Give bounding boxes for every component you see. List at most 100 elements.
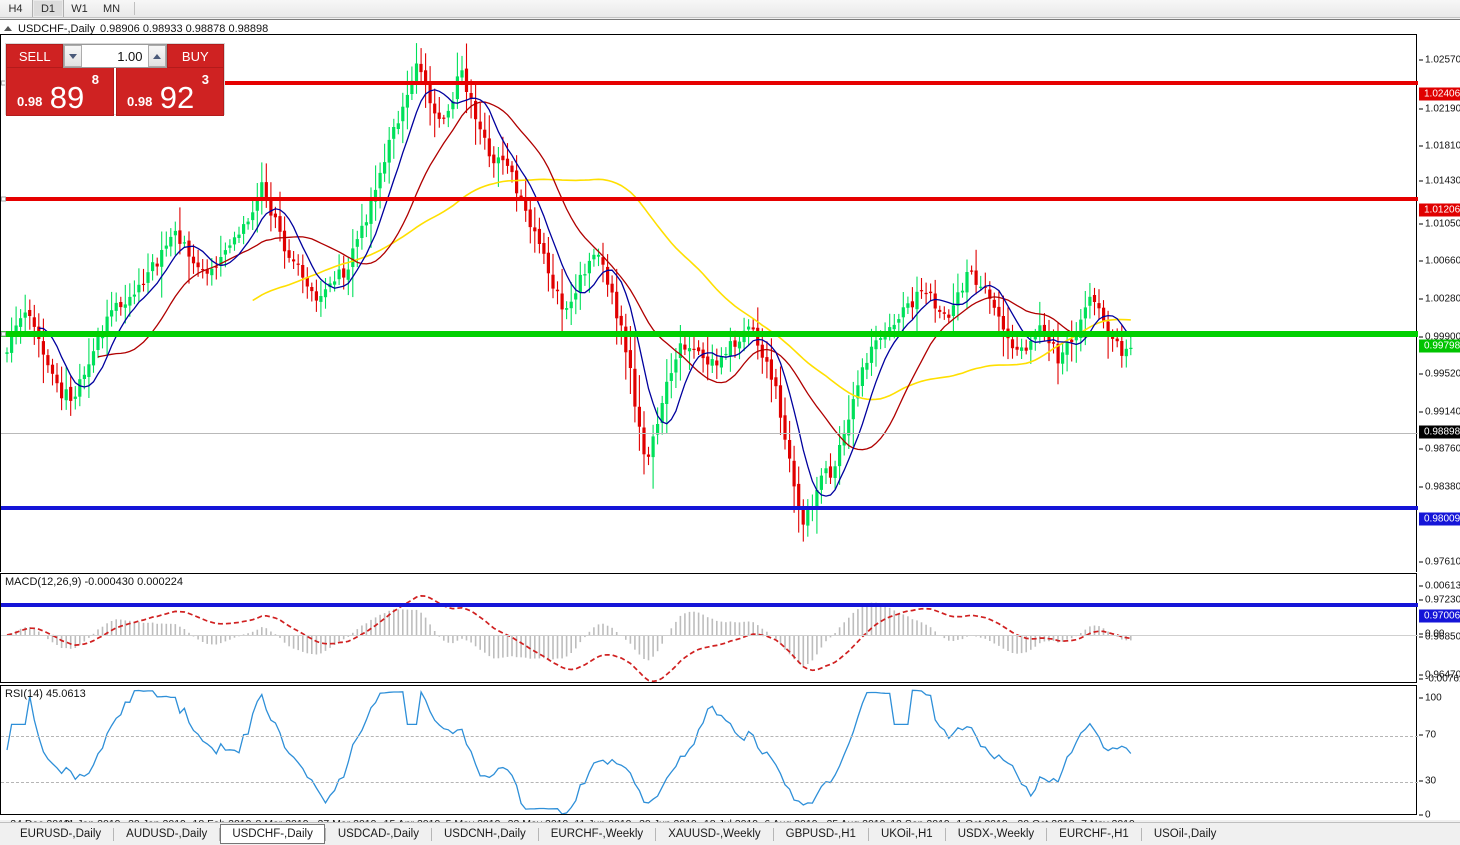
- bid-price-box[interactable]: 0.98 89 8: [6, 68, 114, 116]
- rsi-level-70: [1, 736, 1418, 737]
- scale-tick-label: 0.97610: [1425, 556, 1460, 568]
- volume-stepper[interactable]: 1.00: [63, 44, 167, 68]
- volume-increase-button[interactable]: [147, 45, 166, 67]
- symbol-tab-usdx[interactable]: USDX-,Weekly: [957, 828, 1035, 840]
- ask-price-prefix: 0.98: [127, 94, 153, 109]
- level-handle[interactable]: [1, 196, 6, 202]
- timeframe-h4[interactable]: H4: [8, 2, 23, 15]
- rsi-plot: [6, 689, 1132, 814]
- symbol-tab-usoil[interactable]: USOil-,Daily: [1153, 828, 1217, 840]
- tab-divider: [537, 827, 539, 841]
- volume-input[interactable]: 1.00: [82, 45, 148, 67]
- tab-divider: [655, 827, 657, 841]
- scale-tick-mark: [1419, 260, 1423, 262]
- scale-tick-label: 1.00280: [1425, 293, 1460, 305]
- macd-plot: [6, 595, 1132, 682]
- scale-tick-mark: [1419, 180, 1423, 182]
- rsi-indicator-label: RSI(14) 45.0613: [5, 688, 86, 700]
- one-click-trading-panel[interactable]: SELL 1.00 BUY 0.98 89 8 0.98 92 3: [5, 43, 225, 116]
- scale-tick-mark: [1419, 298, 1423, 300]
- timeframe-mn[interactable]: MN: [102, 2, 121, 15]
- scale-tick-label: 1.00660: [1425, 255, 1460, 267]
- price-tag-blue: 0.98009: [1419, 512, 1460, 526]
- timeframe-d1[interactable]: D1: [32, 0, 64, 17]
- scale-tick-label: 0.98760: [1425, 443, 1460, 455]
- symbol-tab-eurusd[interactable]: EURUSD-,Daily: [20, 828, 102, 840]
- symbol-tab-eurchf[interactable]: EURCHF-,H1: [1059, 828, 1129, 840]
- timeframe-w1[interactable]: W1: [71, 2, 88, 15]
- price-scale[interactable]: 1.02570 1.02190 1.01810 1.01430 1.01050 1.006…: [1418, 34, 1460, 681]
- symbol-tab-bar[interactable]: EURUSD-,Daily AUDUSD-,Daily USDCHF-,Daily U…: [0, 822, 1460, 845]
- ask-price-box[interactable]: 0.98 92 3: [116, 68, 224, 116]
- symbol-tab-usdcad[interactable]: USDCAD-,Daily: [337, 828, 419, 840]
- symbol-tab-usdchf[interactable]: USDCHF-,Daily: [220, 824, 325, 844]
- level-line-support-lower[interactable]: [1, 603, 1418, 607]
- level-line-resistance-lower[interactable]: [1, 196, 1418, 202]
- macd-indicator-label: MACD(12,26,9) -0.000430 0.000224: [5, 576, 183, 588]
- rsi-pane[interactable]: RSI(14) 45.0613: [0, 685, 1418, 815]
- scale-tick-mark: [1419, 678, 1423, 680]
- symbol-tab-gbpusd[interactable]: GBPUSD-,H1: [785, 828, 856, 840]
- scale-tick-label: 0.99520: [1425, 368, 1460, 380]
- symbol-tab-eurchf[interactable]: EURCHF-,Weekly: [550, 828, 644, 840]
- tab-divider: [867, 827, 869, 841]
- scale-tick-mark: [1419, 108, 1423, 110]
- tab-divider: [1140, 827, 1142, 841]
- scale-tick-label: 0.96470: [1425, 669, 1460, 681]
- scale-tick-mark: [1419, 145, 1423, 147]
- tab-divider: [219, 827, 221, 841]
- scale-tick-mark: [1419, 486, 1423, 488]
- price-tag-red: 1.01206: [1419, 203, 1460, 217]
- price-pane[interactable]: [0, 34, 1418, 607]
- symbol-tab-ukoil[interactable]: UKOil-,H1: [880, 828, 933, 840]
- tab-divider: [113, 827, 115, 841]
- macd-pane[interactable]: MACD(12,26,9) -0.000430 0.000224: [0, 573, 1418, 683]
- scale-tick-label: 1.01050: [1425, 218, 1460, 230]
- scale-tick-mark: [1419, 373, 1423, 375]
- scale-tick-mark: [1419, 448, 1423, 450]
- scale-tick-label: 1.02190: [1425, 103, 1460, 115]
- scale-tick-label: 30: [1425, 775, 1437, 787]
- rsi-level-30: [1, 782, 1418, 783]
- buy-button[interactable]: BUY: [166, 44, 225, 68]
- expand-arrow-icon[interactable]: [4, 26, 12, 31]
- chart-title-bar: USDCHF-,Daily 0.98906 0.98933 0.98878 0.…: [4, 22, 268, 35]
- scale-tick-label: 0.98380: [1425, 481, 1460, 493]
- bid-price-main: 89: [49, 80, 85, 115]
- level-line-pivot[interactable]: [1, 331, 1418, 337]
- toolbar-divider: [134, 2, 135, 15]
- bid-price-fraction: 8: [91, 72, 99, 87]
- chart-ohlc-values: 0.98906 0.98933 0.98878 0.98898: [100, 22, 269, 35]
- tab-divider: [772, 827, 774, 841]
- scale-tick-label: 0.00613: [1425, 580, 1460, 592]
- scale-tick-mark: [1419, 734, 1423, 736]
- scale-tick-mark: [1419, 336, 1423, 338]
- scale-tick-mark: [1419, 599, 1423, 601]
- symbol-tab-xauusd[interactable]: XAUUSD-,Weekly: [668, 828, 761, 840]
- level-line-support-upper[interactable]: [1, 506, 1418, 510]
- scale-tick-label: 0.99900: [1425, 331, 1460, 343]
- scale-tick-mark: [1419, 814, 1423, 816]
- symbol-tab-usdcnh[interactable]: USDCNH-,Daily: [443, 828, 526, 840]
- volume-decrease-button[interactable]: [64, 45, 83, 67]
- macd-scale: 0.00613 0.00 -0.007612: [1418, 573, 1460, 685]
- symbol-tab-audusd[interactable]: AUDUSD-,Daily: [126, 828, 208, 840]
- scale-tick-mark: [1419, 633, 1423, 635]
- tab-divider: [944, 827, 946, 841]
- scale-tick-mark: [1419, 697, 1423, 699]
- scale-tick-mark: [1419, 561, 1423, 563]
- scale-tick-mark: [1419, 411, 1423, 413]
- scale-tick-mark: [1419, 585, 1423, 587]
- trade-panel-controls: SELL 1.00 BUY: [6, 44, 225, 68]
- scale-tick-label: 0.00: [1425, 628, 1445, 640]
- scale-tick-label: 0.99140: [1425, 406, 1460, 418]
- caret-up-icon: [152, 53, 161, 59]
- scale-tick-label: -0.007612: [1425, 673, 1460, 685]
- ask-price-fraction: 3: [201, 72, 209, 87]
- level-handle[interactable]: [1, 331, 6, 337]
- macd-zero-line: [1, 635, 1418, 636]
- tab-divider: [1046, 827, 1048, 841]
- sell-button[interactable]: SELL: [6, 44, 64, 68]
- scale-tick-mark: [1419, 674, 1423, 676]
